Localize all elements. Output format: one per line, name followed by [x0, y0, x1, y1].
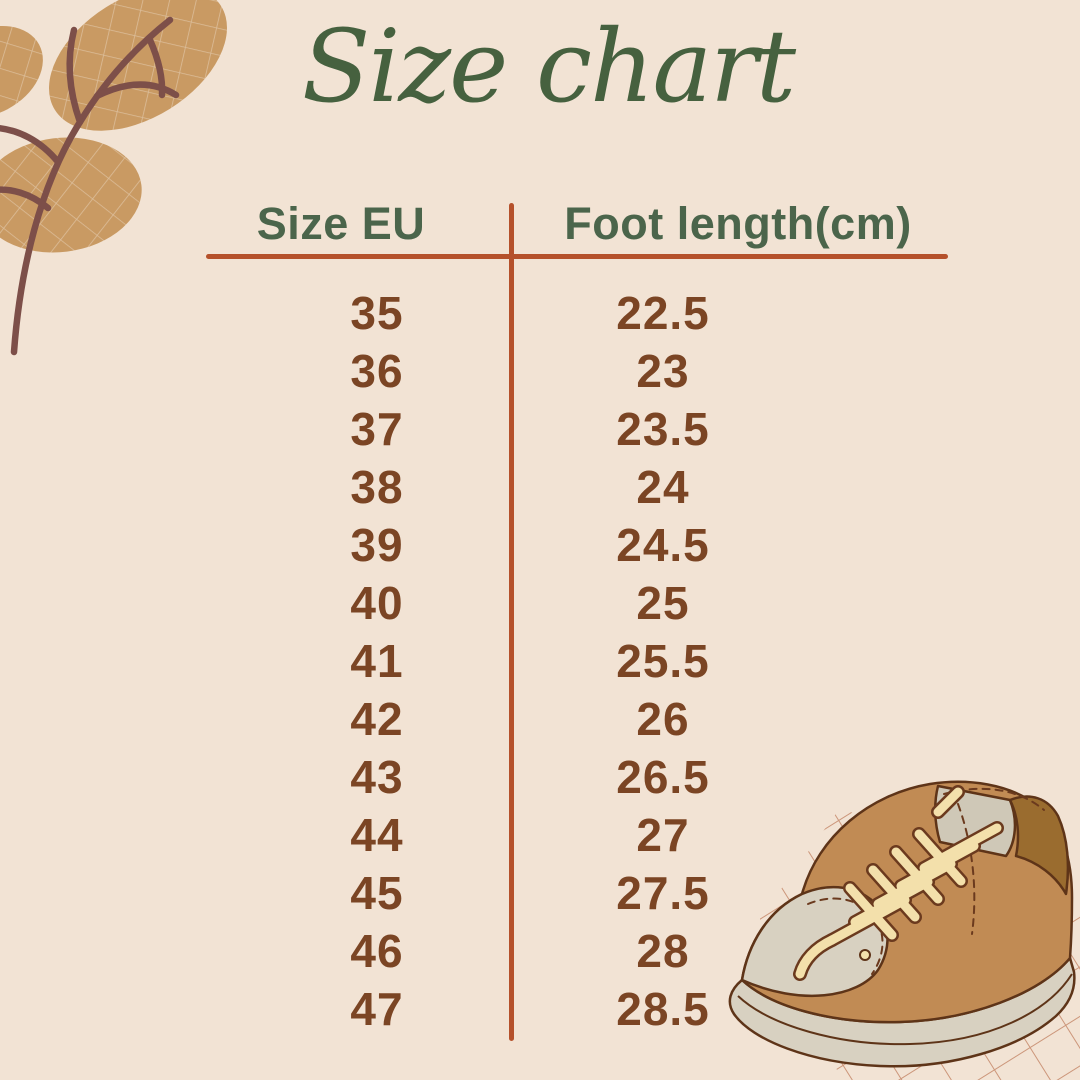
size-eu-cell: 36 — [350, 345, 404, 397]
table-row: 45 27.5 — [206, 864, 948, 922]
foot-length-cell: 26.5 — [616, 751, 710, 803]
size-eu-cell: 35 — [350, 287, 404, 339]
table-body: 35 22.5 36 23 37 23.5 38 24 39 24.5 40 2… — [206, 284, 948, 1038]
page-title: Size chart — [301, 8, 796, 125]
table-row: 43 26.5 — [206, 748, 948, 806]
table-row: 39 24.5 — [206, 516, 948, 574]
table-row: 37 23.5 — [206, 400, 948, 458]
size-eu-cell: 45 — [350, 867, 404, 919]
foot-length-cell: 26 — [636, 693, 690, 745]
foot-length-cell: 24.5 — [616, 519, 710, 571]
size-eu-cell: 44 — [350, 809, 404, 861]
foot-length-cell: 28 — [636, 925, 690, 977]
foot-length-cell: 27.5 — [616, 867, 710, 919]
size-eu-cell: 43 — [350, 751, 404, 803]
column-divider-rule — [509, 203, 514, 1041]
size-eu-cell: 42 — [350, 693, 404, 745]
table-row: 38 24 — [206, 458, 948, 516]
foot-length-cell: 25.5 — [616, 635, 710, 687]
table-row: 41 25.5 — [206, 632, 948, 690]
foot-length-cell: 24 — [636, 461, 690, 513]
size-eu-cell: 40 — [350, 577, 404, 629]
foot-length-cell: 23.5 — [616, 403, 710, 455]
size-eu-cell: 46 — [350, 925, 404, 977]
table-row: 35 22.5 — [206, 284, 948, 342]
size-eu-cell: 38 — [350, 461, 404, 513]
table-row: 44 27 — [206, 806, 948, 864]
size-eu-cell: 47 — [350, 983, 404, 1035]
size-eu-cell: 41 — [350, 635, 404, 687]
foot-length-cell: 25 — [636, 577, 690, 629]
table-row: 42 26 — [206, 690, 948, 748]
foot-length-cell: 22.5 — [616, 287, 710, 339]
size-eu-cell: 39 — [350, 519, 404, 571]
foot-length-cell: 23 — [636, 345, 690, 397]
header-underline-rule — [206, 254, 948, 259]
table-row: 46 28 — [206, 922, 948, 980]
foot-length-cell: 27 — [636, 809, 690, 861]
table-header-row: Size EU Foot length(cm) — [206, 198, 948, 250]
table-row: 47 28.5 — [206, 980, 948, 1038]
size-eu-cell: 37 — [350, 403, 404, 455]
table-row: 40 25 — [206, 574, 948, 632]
table-row: 36 23 — [206, 342, 948, 400]
foot-length-cell: 28.5 — [616, 983, 710, 1035]
column-header-foot-length: Foot length(cm) — [564, 198, 912, 249]
column-header-size-eu: Size EU — [256, 198, 426, 249]
